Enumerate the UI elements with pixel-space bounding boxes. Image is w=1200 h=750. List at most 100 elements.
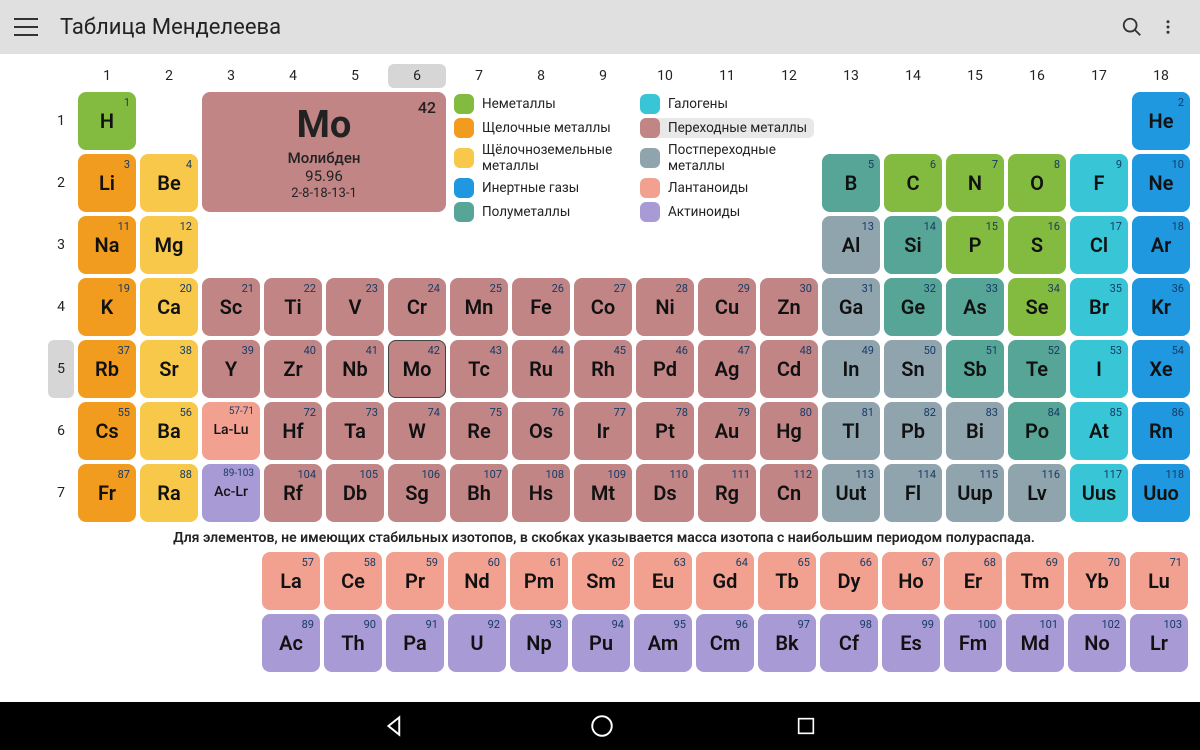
more-icon[interactable] [1150,9,1186,45]
element-Ce[interactable]: 58Ce [324,552,382,610]
menu-icon[interactable] [14,18,38,36]
group-header-5[interactable]: 5 [326,64,384,88]
element-Rh[interactable]: 45Rh [574,340,632,398]
legend-trans[interactable]: Переходные металлы [640,118,814,138]
element-Dy[interactable]: 66Dy [820,552,878,610]
element-Fr[interactable]: 87Fr [78,464,136,522]
element-H[interactable]: 1H [78,92,136,150]
element-Re[interactable]: 75Re [450,402,508,460]
element-Sg[interactable]: 106Sg [388,464,446,522]
element-Am[interactable]: 95Am [634,614,692,672]
element-V[interactable]: 23V [326,278,384,336]
element-Rg[interactable]: 111Rg [698,464,756,522]
element-detail-card[interactable]: 42MoМолибден95.962-8-18-13-1 [202,92,446,212]
element-Tb[interactable]: 65Tb [758,552,816,610]
element-Hg[interactable]: 80Hg [760,402,818,460]
element-Tl[interactable]: 81Tl [822,402,880,460]
element-Th[interactable]: 90Th [324,614,382,672]
element-Sb[interactable]: 51Sb [946,340,1004,398]
element-Ni[interactable]: 28Ni [636,278,694,336]
element-C[interactable]: 6C [884,154,942,212]
element-Co[interactable]: 27Co [574,278,632,336]
legend-act[interactable]: Актиноиды [640,202,814,222]
element-Te[interactable]: 52Te [1008,340,1066,398]
element-Gd[interactable]: 64Gd [696,552,754,610]
element-Br[interactable]: 35Br [1070,278,1128,336]
element-Pb[interactable]: 82Pb [884,402,942,460]
legend-alkaline[interactable]: Щёлочноземельные металлы [454,142,628,174]
element-Hf[interactable]: 72Hf [264,402,322,460]
element-Ca[interactable]: 20Ca [140,278,198,336]
element-Ag[interactable]: 47Ag [698,340,756,398]
element-Db[interactable]: 105Db [326,464,384,522]
element-Eu[interactable]: 63Eu [634,552,692,610]
element-Lv[interactable]: 116Lv [1008,464,1066,522]
element-K[interactable]: 19K [78,278,136,336]
element-Ti[interactable]: 22Ti [264,278,322,336]
element-Pa[interactable]: 91Pa [386,614,444,672]
group-header-13[interactable]: 13 [822,64,880,88]
element-Si[interactable]: 14Si [884,216,942,274]
element-Au[interactable]: 79Au [698,402,756,460]
element-Tm[interactable]: 69Tm [1006,552,1064,610]
element-Sn[interactable]: 50Sn [884,340,942,398]
element-Yb[interactable]: 70Yb [1068,552,1126,610]
element-Pr[interactable]: 59Pr [386,552,444,610]
group-header-8[interactable]: 8 [512,64,570,88]
element-Os[interactable]: 76Os [512,402,570,460]
element-Es[interactable]: 99Es [882,614,940,672]
element-Cn[interactable]: 112Cn [760,464,818,522]
element-Be[interactable]: 4Be [140,154,198,212]
element-Ds[interactable]: 110Ds [636,464,694,522]
element-Np[interactable]: 93Np [510,614,568,672]
period-header-6[interactable]: 6 [48,402,74,460]
element-F[interactable]: 9F [1070,154,1128,212]
period-header-3[interactable]: 3 [48,216,74,274]
element-Ho[interactable]: 67Ho [882,552,940,610]
element-Cl[interactable]: 17Cl [1070,216,1128,274]
period-header-1[interactable]: 1 [48,92,74,150]
element-Ba[interactable]: 56Ba [140,402,198,460]
element-S[interactable]: 16S [1008,216,1066,274]
element-Pu[interactable]: 94Pu [572,614,630,672]
element-N[interactable]: 7N [946,154,1004,212]
element-Cm[interactable]: 96Cm [696,614,754,672]
element-Mg[interactable]: 12Mg [140,216,198,274]
element-Po[interactable]: 84Po [1008,402,1066,460]
element-P[interactable]: 15P [946,216,1004,274]
element-Ir[interactable]: 77Ir [574,402,632,460]
legend-halogen[interactable]: Галогены [640,94,814,114]
element-Bi[interactable]: 83Bi [946,402,1004,460]
element-Na[interactable]: 11Na [78,216,136,274]
group-header-18[interactable]: 18 [1132,64,1190,88]
group-header-17[interactable]: 17 [1070,64,1128,88]
element-Lr[interactable]: 103Lr [1130,614,1188,672]
group-header-9[interactable]: 9 [574,64,632,88]
element-Pd[interactable]: 46Pd [636,340,694,398]
group-header-10[interactable]: 10 [636,64,694,88]
group-header-6[interactable]: 6 [388,64,446,88]
element-Uuo[interactable]: 118Uuo [1132,464,1190,522]
group-header-2[interactable]: 2 [140,64,198,88]
element-Ga[interactable]: 31Ga [822,278,880,336]
group-header-3[interactable]: 3 [202,64,260,88]
group-header-7[interactable]: 7 [450,64,508,88]
element-Ac[interactable]: 89Ac [262,614,320,672]
element-Sr[interactable]: 38Sr [140,340,198,398]
element-Uut[interactable]: 113Uut [822,464,880,522]
element-Cs[interactable]: 55Cs [78,402,136,460]
element-Mt[interactable]: 109Mt [574,464,632,522]
element-I[interactable]: 53I [1070,340,1128,398]
period-header-7[interactable]: 7 [48,464,74,522]
legend-metalloid[interactable]: Полуметаллы [454,202,628,222]
element-B[interactable]: 5B [822,154,880,212]
element-Zn[interactable]: 30Zn [760,278,818,336]
element-La-Lu[interactable]: 57-71La-Lu [202,402,260,460]
element-Kr[interactable]: 36Kr [1132,278,1190,336]
element-Hs[interactable]: 108Hs [512,464,570,522]
legend-post[interactable]: Постпереходные металлы [640,142,814,174]
legend-noble[interactable]: Инертные газы [454,178,628,198]
nav-back-icon[interactable] [383,713,409,739]
legend-lanth[interactable]: Лантаноиды [640,178,814,198]
element-Rb[interactable]: 37Rb [78,340,136,398]
